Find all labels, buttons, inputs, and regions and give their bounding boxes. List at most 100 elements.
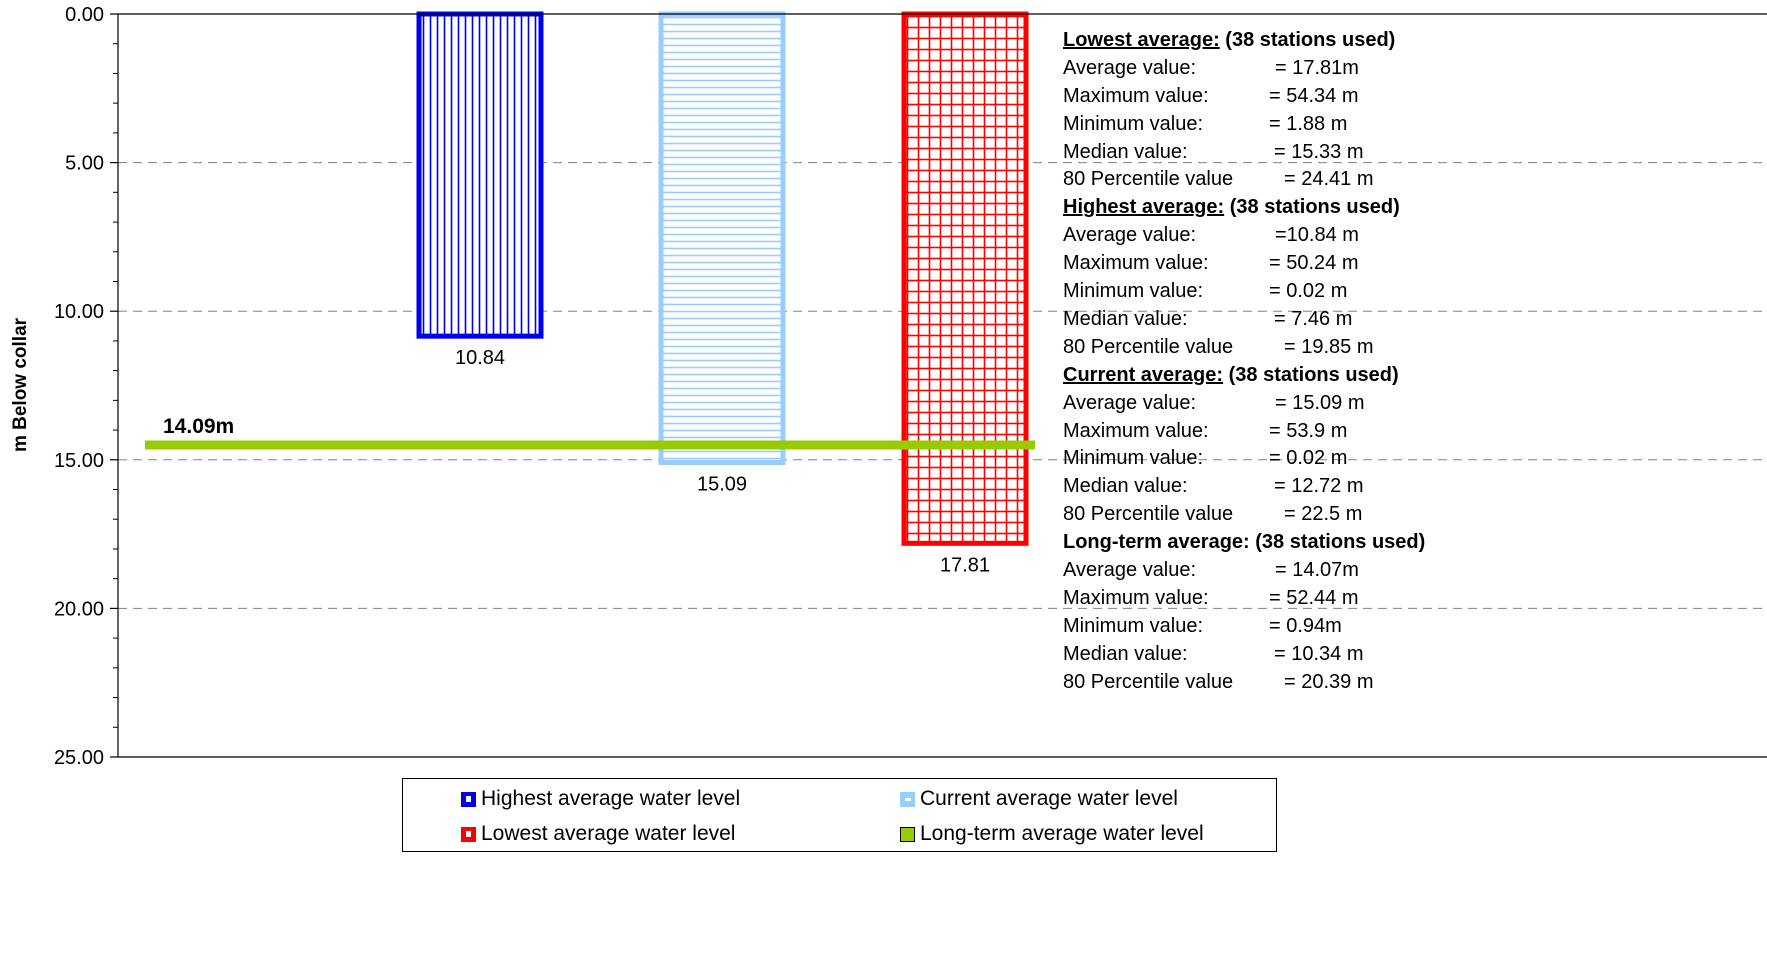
stats-label: Average value: (1063, 391, 1197, 414)
stats-value: = 14.07m (1275, 558, 1359, 581)
stats-group-title-underlined: Lowest average: (1063, 29, 1220, 51)
stats-row: 80 Percentile value = 22.5 m (1063, 501, 1583, 529)
stats-label: Median value: (1063, 307, 1188, 330)
stats-label: Maximum value: (1063, 252, 1209, 275)
stats-group-title: Lowest average: (38 stations used) (1063, 27, 1583, 55)
y-tick-label: 25.00 (54, 747, 104, 769)
y-tick-label: 20.00 (54, 598, 104, 620)
stats-value: = 52.44 m (1269, 586, 1359, 609)
legend-label: Long-term average water level (920, 822, 1204, 845)
stats-value: = 15.33 m (1274, 140, 1364, 163)
stats-value: = 15.09 m (1275, 391, 1365, 414)
stats-value: = 24.41 m (1284, 168, 1374, 191)
stats-row: 80 Percentile value = 20.39 m (1063, 669, 1583, 697)
stats-row: Average value: = 15.09 m (1063, 390, 1583, 418)
stats-group-title-rest: (38 stations used) (1224, 196, 1400, 219)
stats-label: Minimum value: (1063, 447, 1204, 470)
bar-horizontal (658, 11, 786, 465)
stats-group-title-underlined: Current average: (1063, 363, 1224, 386)
stats-row: Minimum value: = 0.02 m (1063, 278, 1583, 306)
stats-row: Average value: =10.84 m (1063, 222, 1583, 250)
legend-label: Highest average water level (481, 787, 741, 810)
statistics-panel: Lowest average: (38 stations used) Averag… (1063, 27, 1583, 696)
stats-row: Minimum value: = 1.88 m (1063, 111, 1583, 139)
stats-row: Maximum value: = 52.44 m (1063, 585, 1583, 613)
stats-value: = 0.02 m (1269, 280, 1348, 303)
stats-label: Average value: (1063, 558, 1197, 581)
legend-swatch (461, 791, 476, 807)
stats-row: Median value: = 12.72 m (1063, 473, 1583, 501)
stats-row: Median value: = 7.46 m (1063, 306, 1583, 334)
stats-label: Maximum value: (1063, 419, 1209, 442)
stats-label: 80 Percentile value (1063, 503, 1234, 526)
stats-label: Minimum value: (1063, 112, 1204, 135)
stats-value: = 22.5 m (1284, 503, 1363, 526)
y-tick-label: 0.00 (65, 4, 104, 26)
legend-item: Long-term average water level (900, 822, 1204, 846)
stats-value: = 54.34 m (1269, 84, 1359, 107)
y-tick-label: 5.00 (65, 153, 104, 175)
stats-label: Average value: (1063, 56, 1197, 79)
stats-value: = 50.24 m (1269, 252, 1359, 275)
legend-label: Current average water level (920, 787, 1178, 810)
stats-label: Minimum value: (1063, 280, 1204, 303)
stats-label: 80 Percentile value (1063, 335, 1234, 358)
stats-row: 80 Percentile value = 24.41 m (1063, 166, 1583, 194)
bars: 10.84 15.09 17.81 (416, 11, 1029, 576)
y-axis-label: m Below collar (10, 317, 31, 452)
stats-label: Median value: (1063, 642, 1188, 665)
y-axis: 0.00 5.00 10.00 15.00 20.00 25.00 (54, 4, 1767, 769)
stats-value: = 1.88 m (1269, 112, 1348, 135)
stats-label: Median value: (1063, 475, 1188, 498)
stats-label: 80 Percentile value (1063, 670, 1234, 693)
stats-value: = 0.02 m (1269, 447, 1348, 470)
legend-swatch (900, 791, 915, 807)
y-tick-label: 10.00 (54, 301, 104, 323)
bar-vertical (416, 11, 544, 339)
stats-row: Average value: = 14.07m (1063, 557, 1583, 585)
bar-value-label: 17.81 (940, 554, 990, 576)
stats-row: Maximum value: = 50.24 m (1063, 250, 1583, 278)
long-term-average-label: 14.09m (163, 415, 234, 438)
stats-group-title: Current average: (38 stations used) (1063, 362, 1583, 390)
stats-row: Median value: = 10.34 m (1063, 641, 1583, 669)
stats-row: Maximum value: = 54.34 m (1063, 83, 1583, 111)
stats-group-title: Highest average: (38 stations used) (1063, 194, 1583, 222)
stats-value: = 10.34 m (1274, 642, 1364, 665)
stats-label: Minimum value: (1063, 614, 1204, 637)
legend-swatch (461, 826, 476, 842)
stats-value: = 17.81m (1275, 56, 1359, 79)
legend-swatch (900, 826, 915, 842)
legend-label: Lowest average water level (481, 822, 736, 845)
legend-item: Lowest average water level (461, 822, 735, 846)
stats-value: = 20.39 m (1284, 670, 1374, 693)
bar-value-label: 10.84 (455, 347, 505, 369)
stats-label: Average value: (1063, 224, 1197, 247)
bar-grid (901, 11, 1029, 546)
stats-row: Median value: = 15.33 m (1063, 139, 1583, 167)
grid-lines (118, 162, 1767, 609)
stats-group-title-rest: (38 stations used) (1223, 363, 1399, 386)
stats-group-title-rest: (38 stations used) (1219, 29, 1396, 51)
stats-label: Maximum value: (1063, 84, 1209, 107)
stats-value: = 7.46 m (1274, 307, 1353, 330)
stats-label: 80 Percentile value (1063, 168, 1234, 191)
stats-value: = 53.9 m (1269, 419, 1348, 442)
legend-item: Current average water level (900, 787, 1178, 811)
bar-value-label: 15.09 (697, 473, 747, 495)
stats-value: = 12.72 m (1274, 475, 1364, 498)
stats-row: Minimum value: = 0.94m (1063, 613, 1583, 641)
stats-row: Maximum value: = 53.9 m (1063, 418, 1583, 446)
y-tick-label: 15.00 (54, 450, 104, 472)
long-term-average: 14.09m (145, 415, 1035, 450)
stats-label: Maximum value: (1063, 586, 1209, 609)
stats-value: =10.84 m (1275, 224, 1359, 247)
legend: Highest average water level Current avera… (402, 778, 1277, 852)
stats-value: = 0.94m (1269, 614, 1342, 637)
legend-item: Highest average water level (461, 787, 740, 811)
stats-label: Median value: (1063, 140, 1188, 163)
stats-row: 80 Percentile value = 19.85 m (1063, 334, 1583, 362)
stats-row: Average value: = 17.81m (1063, 55, 1583, 83)
stats-row: Minimum value: = 0.02 m (1063, 445, 1583, 473)
